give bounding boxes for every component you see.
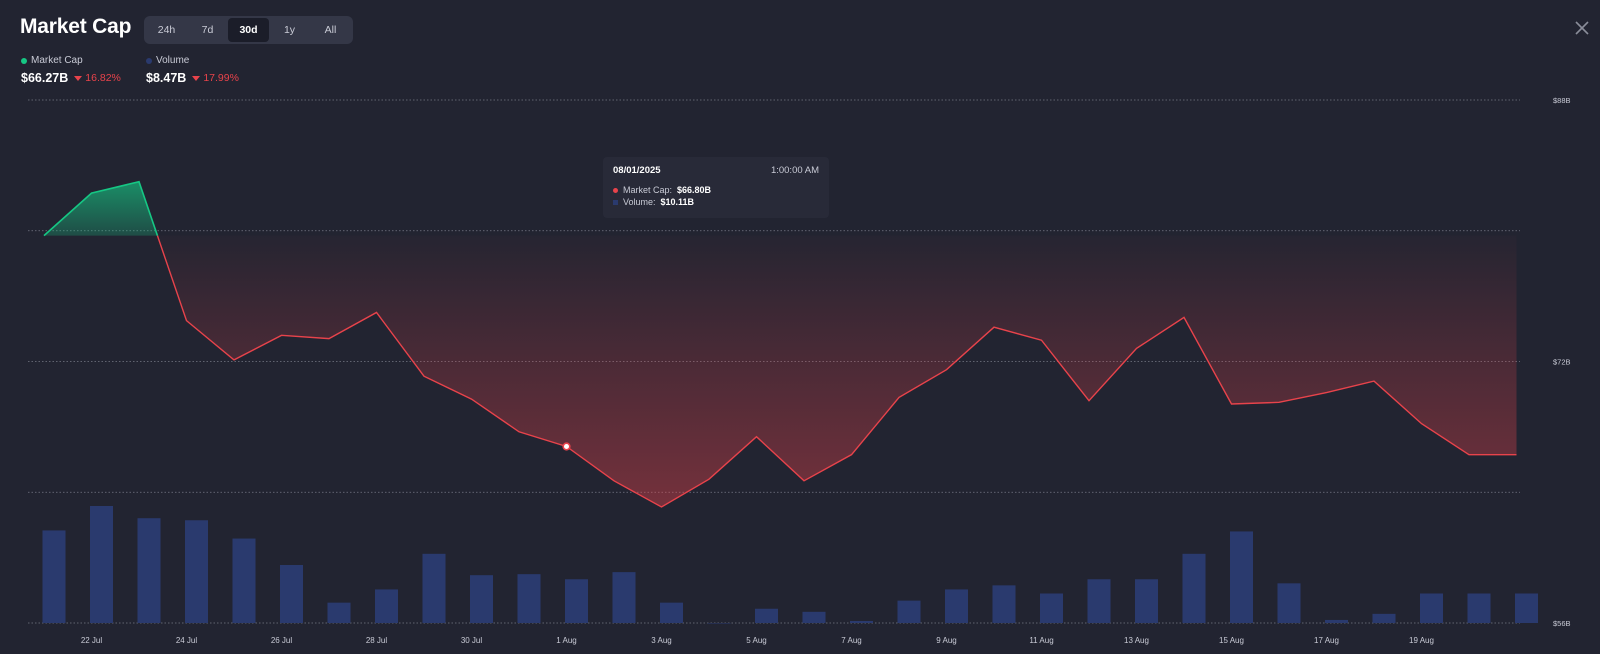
legend-market-cap[interactable]: Market Cap $66.27B 16.82% [21,55,121,85]
volume-bar [897,600,921,623]
volume-bar [1372,613,1396,623]
volume-bar [517,574,541,623]
tooltip-volume-label: Volume: [623,197,656,207]
tooltip-date: 08/01/2025 [613,165,661,176]
volume-change-value: 17.99% [203,72,239,84]
volume-bar [945,589,968,623]
x-axis-tick-label: 5 Aug [746,636,766,645]
tooltip-market-cap-value: $66.80B [677,185,712,195]
x-axis-tick-label: 30 Jul [461,636,483,645]
x-axis-tick-label: 13 Aug [1124,636,1149,645]
volume-bar [470,575,493,623]
legend-volume-name: Volume [156,55,190,66]
chart-tooltip: 08/01/2025 1:00:00 AM Market Cap: $66.80… [603,157,829,218]
x-axis-tick-label: 11 Aug [1029,636,1053,645]
close-icon [1575,21,1589,35]
down-triangle-icon [192,75,201,81]
market-cap-change: 16.82% [74,72,121,84]
volume-bar [612,572,636,623]
market-cap-down-area [157,235,1517,507]
tooltip-time: 1:00:00 AM [770,165,819,176]
tooltip-market-cap-label: Market Cap: [623,185,673,195]
volume-bar [1040,593,1063,623]
close-button[interactable] [1572,18,1592,38]
chart-hover-point [562,442,571,451]
y-axis-tick-label: $72B [1553,358,1571,367]
x-axis-tick-label: 22 Jul [81,636,103,645]
volume-bar [1277,583,1301,623]
x-axis-tick-label: 1 Aug [556,636,576,645]
volume-bar [185,520,208,623]
volume-bar [802,611,826,623]
x-axis-tick-label: 17 Aug [1314,636,1339,645]
volume-square-icon [613,199,618,205]
market-cap-change-value: 16.82% [85,72,121,84]
volume-bar [375,589,398,623]
volume-bar [90,506,113,623]
legend-market-cap-name: Market Cap [31,55,83,66]
volume-bar [232,538,256,623]
market-cap-value: $66.27B [21,71,69,85]
y-axis-tick-label: $88B [1553,96,1571,105]
tab-all[interactable]: All [324,24,337,36]
volume-bar [1467,593,1491,623]
tab-30d[interactable]: 30d [228,18,269,42]
volume-value: $8.47B [146,71,187,85]
market-cap-up-area [44,181,158,236]
page-title: Market Cap [20,15,132,38]
x-axis-tick-label: 7 Aug [841,636,861,645]
volume-bar [422,553,446,623]
x-axis-tick-label: 9 Aug [936,636,956,645]
volume-bar [755,608,778,623]
volume-bar [850,620,873,623]
tab-24h[interactable]: 24h [157,24,176,36]
x-axis-tick-label: 28 Jul [366,636,388,645]
legend-volume[interactable]: Volume $8.47B 17.99% [146,55,239,85]
volume-bar [327,602,351,623]
volume-bar [1325,619,1348,623]
y-axis-tick-label: $56B [1553,619,1571,628]
volume-bar [1182,553,1206,623]
volume-bar [137,518,161,623]
volume-bar [992,585,1016,623]
market-cap-up-line [43,180,159,237]
volume-bar [1420,593,1443,623]
market-cap-down-line [156,235,1517,508]
x-axis-tick-label: 24 Jul [176,636,198,645]
tab-1y[interactable]: 1y [283,24,296,36]
x-axis-tick-label: 15 Aug [1219,636,1244,645]
volume-bar [1515,593,1538,623]
x-axis-tick-label: 26 Jul [271,636,293,645]
market-cap-dot-icon [21,57,27,64]
market-cap-dot-icon [613,187,618,193]
x-axis-tick-label: 3 Aug [651,636,671,645]
time-range-tabs: 24h 7d 30d 1y All [144,16,353,44]
volume-bar [707,623,731,624]
down-triangle-icon [74,75,83,81]
volume-change: 17.99% [192,72,239,84]
volume-dot-icon [146,57,152,64]
volume-bar [42,530,66,623]
volume-bar [280,565,303,623]
tab-7d[interactable]: 7d [201,24,214,36]
volume-bar [1230,531,1253,623]
x-axis-tick-label: 19 Aug [1409,636,1434,645]
volume-bar [565,579,588,623]
tooltip-volume-value: $10.11B [660,197,695,207]
volume-bar [1087,579,1111,623]
volume-bar [660,602,683,623]
volume-bar [1135,579,1158,623]
